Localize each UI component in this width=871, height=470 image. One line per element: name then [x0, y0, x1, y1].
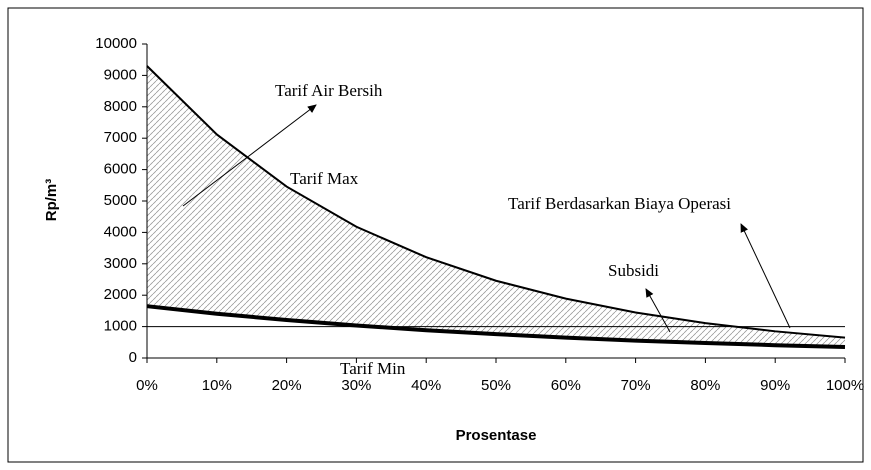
- x-tick-label: 50%: [481, 377, 511, 394]
- x-tick-label: 100%: [826, 377, 864, 394]
- x-tick-label: 0%: [136, 377, 158, 394]
- y-axis-title: Rp/m³: [43, 179, 60, 222]
- y-tick-label: 1000: [104, 318, 137, 335]
- shaded-area: [147, 65, 845, 348]
- series-label: Tarif Min: [340, 359, 406, 378]
- y-tick-label: 4000: [104, 223, 137, 240]
- x-tick-label: 60%: [551, 377, 581, 394]
- y-tick-label: 7000: [104, 129, 137, 146]
- y-tick-label: 5000: [104, 192, 137, 209]
- arrow: [182, 104, 317, 207]
- x-tick-label: 20%: [272, 377, 302, 394]
- annotation: Subsidi: [608, 261, 659, 280]
- arrow: [740, 223, 791, 329]
- y-tick-label: 8000: [104, 98, 137, 115]
- series-line: [146, 65, 846, 339]
- y-tick-label: 2000: [104, 286, 137, 303]
- x-tick-label: 10%: [202, 377, 232, 394]
- series-line: [146, 304, 846, 350]
- x-tick-label: 90%: [760, 377, 790, 394]
- y-tick-label: 6000: [104, 161, 137, 178]
- x-tick-label: 40%: [411, 377, 441, 394]
- frame: [7, 7, 864, 463]
- annotation: Tarif Air Bersih: [275, 81, 383, 100]
- x-tick-label: 70%: [621, 377, 651, 394]
- y-tick-label: 3000: [104, 255, 137, 272]
- y-tick-label: 10000: [95, 35, 137, 52]
- series-label: Tarif Max: [290, 169, 359, 188]
- x-tick-label: 30%: [341, 377, 371, 394]
- y-tick-label: 0: [129, 349, 137, 366]
- arrow: [645, 288, 671, 333]
- x-axis-title: Prosentase: [456, 427, 537, 444]
- series-label: Tarif Berdasarkan Biaya Operasi: [508, 194, 731, 213]
- y-tick-label: 9000: [104, 66, 137, 83]
- x-tick-label: 80%: [690, 377, 720, 394]
